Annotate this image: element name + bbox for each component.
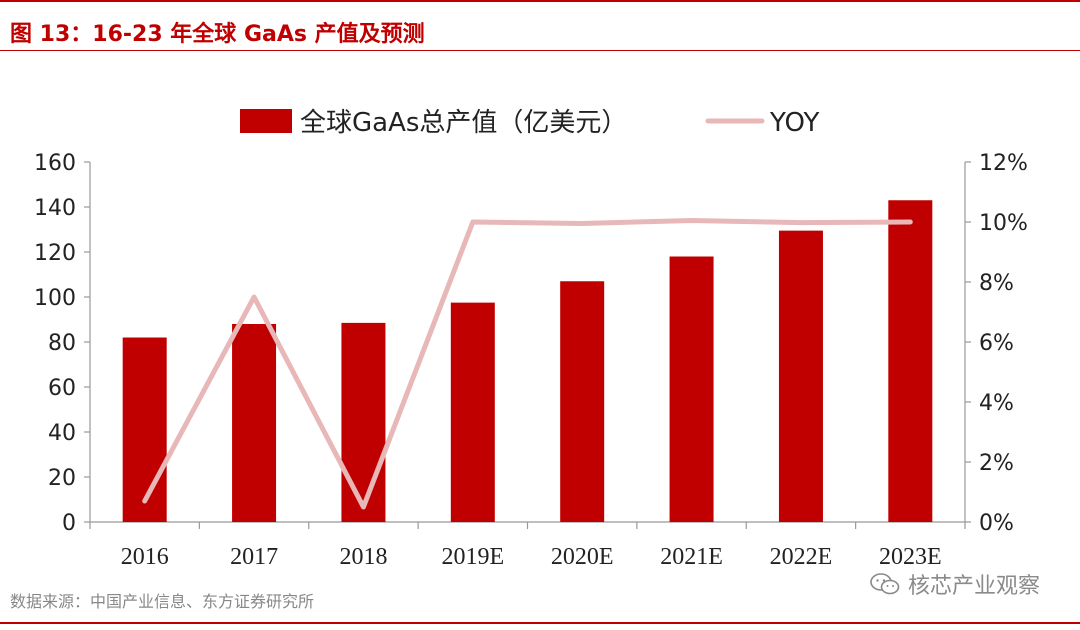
y-right-tick-label: 0% [979,511,1014,536]
y-right-tick-label: 8% [979,271,1014,296]
x-tick-label: 2020E [551,544,614,570]
bar [232,324,277,522]
legend-swatch-bar [240,109,292,133]
y-left-tick-label: 60 [48,376,76,401]
bar [122,337,167,522]
bar [778,230,823,522]
y-right-tick-label: 2% [979,451,1014,476]
bar [450,302,495,522]
y-left-tick-label: 0 [62,511,76,536]
y-right-tick-label: 6% [979,331,1014,356]
x-tick-label: 2017 [230,544,278,570]
y-left-tick-label: 120 [34,241,76,266]
source-note: 数据来源：中国产业信息、东方证券研究所 [10,592,315,611]
bar [341,322,386,522]
x-tick-label: 2021E [660,544,723,570]
figure-title: 图 13：16-23 年全球 GaAs 产值及预测 [10,22,425,47]
y-right-tick-label: 10% [979,211,1028,236]
title-rule [0,50,1080,51]
wechat-icon [870,573,900,595]
y-right-tick-label: 12% [979,151,1028,176]
bottom-rule [0,622,1080,624]
y-left-tick-label: 40 [48,421,76,446]
x-tick-label: 2018 [339,544,387,570]
yoy-line [142,218,913,510]
y-left-tick-label: 160 [34,151,76,176]
y-left-tick-label: 140 [34,196,76,221]
x-tick-label: 2019E [441,544,504,570]
x-tick-label: 2022E [770,544,833,570]
bar [669,256,714,522]
bar [560,281,605,522]
y-left-tick-label: 100 [34,286,76,311]
legend-label-bar: 全球GaAs总产值（亿美元） [300,108,627,138]
bar [888,200,933,522]
y-left-tick-label: 20 [48,466,76,491]
top-rule [0,0,1080,2]
x-tick-label: 2023E [879,544,942,570]
y-left-tick-label: 80 [48,331,76,356]
x-tick-label: 2016 [121,544,169,570]
watermark: 核芯产业观察 [870,568,1040,600]
legend-label-line: YOY [769,108,820,138]
y-right-tick-label: 4% [979,391,1014,416]
watermark-text: 核芯产业观察 [907,574,1040,599]
